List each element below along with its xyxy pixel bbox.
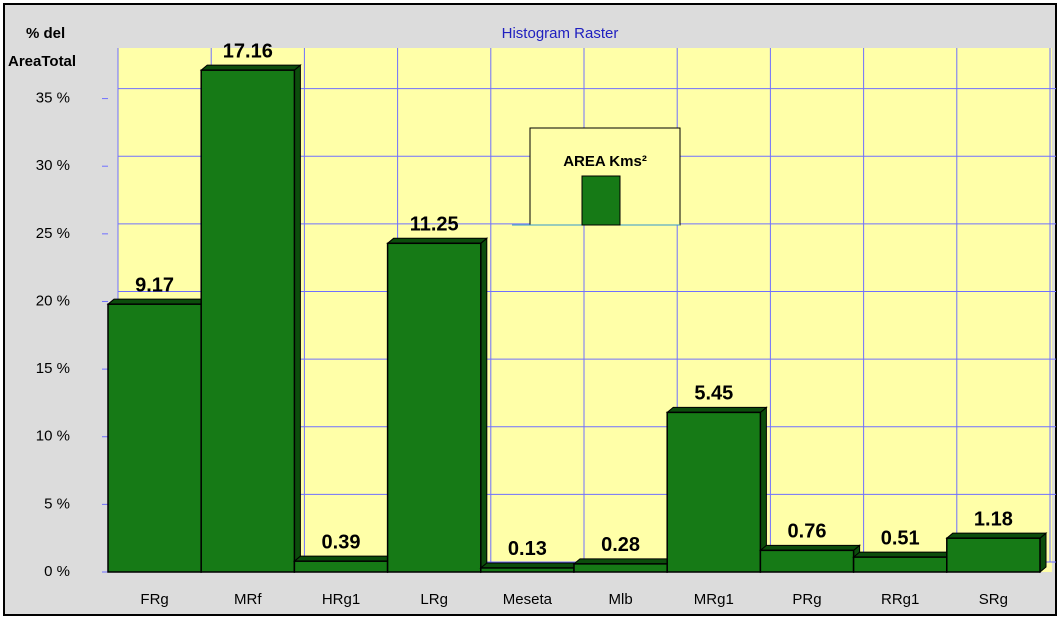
data-label: 0.51 [881,527,920,549]
y-tick-label: 35 % [36,90,70,107]
data-label: 0.13 [508,538,547,560]
bar [573,563,668,573]
data-label: 9.17 [135,274,174,296]
bar [946,537,1041,573]
y-tick-label: 25 % [36,225,70,242]
bar [480,567,575,573]
y-tick-label: 0 % [44,563,70,580]
bar [852,556,948,573]
data-label: 17.16 [223,40,273,62]
data-label: 5.45 [694,383,733,405]
y-axis-label: % del [26,25,65,42]
x-tick-label: FRg [140,591,168,608]
bar-top [572,558,675,565]
y-axis-label: AreaTotal [8,53,76,70]
bar [200,69,296,573]
bar-side [1039,532,1047,574]
bar [666,411,762,573]
bar [759,549,855,573]
bar-side [293,64,301,574]
y-tick-label: 5 % [44,495,70,512]
x-tick-label: SRg [979,591,1008,608]
y-tick-label: 15 % [36,360,70,377]
x-tick-label: MRg1 [694,591,734,608]
chart-title: Histogram Raster [502,25,619,42]
bar [107,303,202,573]
legend-swatch [581,175,621,226]
data-label: 0.76 [788,521,827,543]
data-label: 11.25 [410,214,459,236]
data-label: 1.18 [974,508,1013,530]
data-label: 0.39 [322,531,361,553]
x-tick-label: PRg [792,591,821,608]
y-tick-label: 20 % [36,292,70,309]
y-tick-label: 10 % [36,428,70,445]
x-tick-label: RRg1 [881,591,919,608]
y-tick-label: 30 % [36,157,70,174]
bar-top [199,64,302,71]
bar [386,242,482,573]
bar-side [480,237,488,574]
bar-top [665,406,768,413]
data-label: 0.28 [601,534,640,556]
x-tick-label: Mlb [609,591,633,608]
bar-top [945,532,1048,539]
x-tick-label: HRg1 [322,591,360,608]
x-tick-label: Meseta [503,591,553,608]
x-tick-label: LRg [420,591,448,608]
x-tick-label: MRf [234,591,262,608]
bar [293,560,389,573]
legend-label: AREA Kms² [563,153,647,170]
